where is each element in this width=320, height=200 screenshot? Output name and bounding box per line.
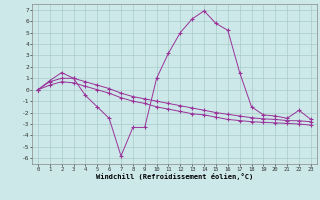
- X-axis label: Windchill (Refroidissement éolien,°C): Windchill (Refroidissement éolien,°C): [96, 173, 253, 180]
